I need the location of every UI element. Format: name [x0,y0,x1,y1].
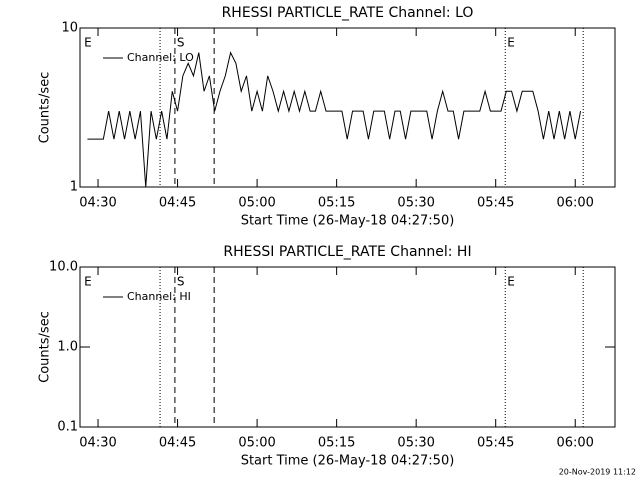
plot-frame [79,27,616,188]
footer: 20-Nov-2019 11:12 [559,468,636,477]
x-tick-label: 05:00 [238,196,275,211]
y-tick-label: 10 [61,21,78,36]
event-label: S [177,36,185,50]
x-tick-label: 05:45 [477,436,514,451]
x-tick-label: 05:30 [397,436,434,451]
legend-label: Channel: LO [127,51,194,64]
y-tick-label: 1.0 [57,340,78,355]
legend-label: Channel: HI [127,290,191,303]
event-label: E [84,275,92,289]
y-tick-label: 1 [70,180,78,195]
y-axis-label: Counts/sec [38,72,53,144]
y-tick-label: 0.1 [57,420,78,435]
event-label: S [177,275,185,289]
x-tick-label: 06:00 [556,436,593,451]
x-tick-label: 06:00 [556,196,593,211]
x-tick-label: 04:30 [79,436,116,451]
x-axis-label: Start Time (26-May-18 04:27:50) [241,454,455,469]
data-line [87,51,582,188]
event-label: E [507,275,515,289]
x-tick-label: 05:15 [318,196,355,211]
chart-title: RHESSI PARTICLE_RATE Channel: LO [222,5,474,21]
x-tick-label: 05:30 [397,196,434,211]
x-axis-label: Start Time (26-May-18 04:27:50) [241,214,455,229]
y-tick-label: 10.0 [49,260,78,275]
x-tick-label: 05:45 [477,196,514,211]
x-tick-label: 05:15 [318,436,355,451]
chart-title: RHESSI PARTICLE_RATE Channel: HI [223,244,471,260]
x-tick-label: 04:30 [79,196,116,211]
y-axis-label: Counts/sec [38,311,53,383]
x-tick-label: 04:45 [159,436,196,451]
event-label: E [84,36,92,50]
x-tick-label: 05:00 [238,436,275,451]
event-label: E [507,36,515,50]
x-tick-label: 04:45 [159,196,196,211]
